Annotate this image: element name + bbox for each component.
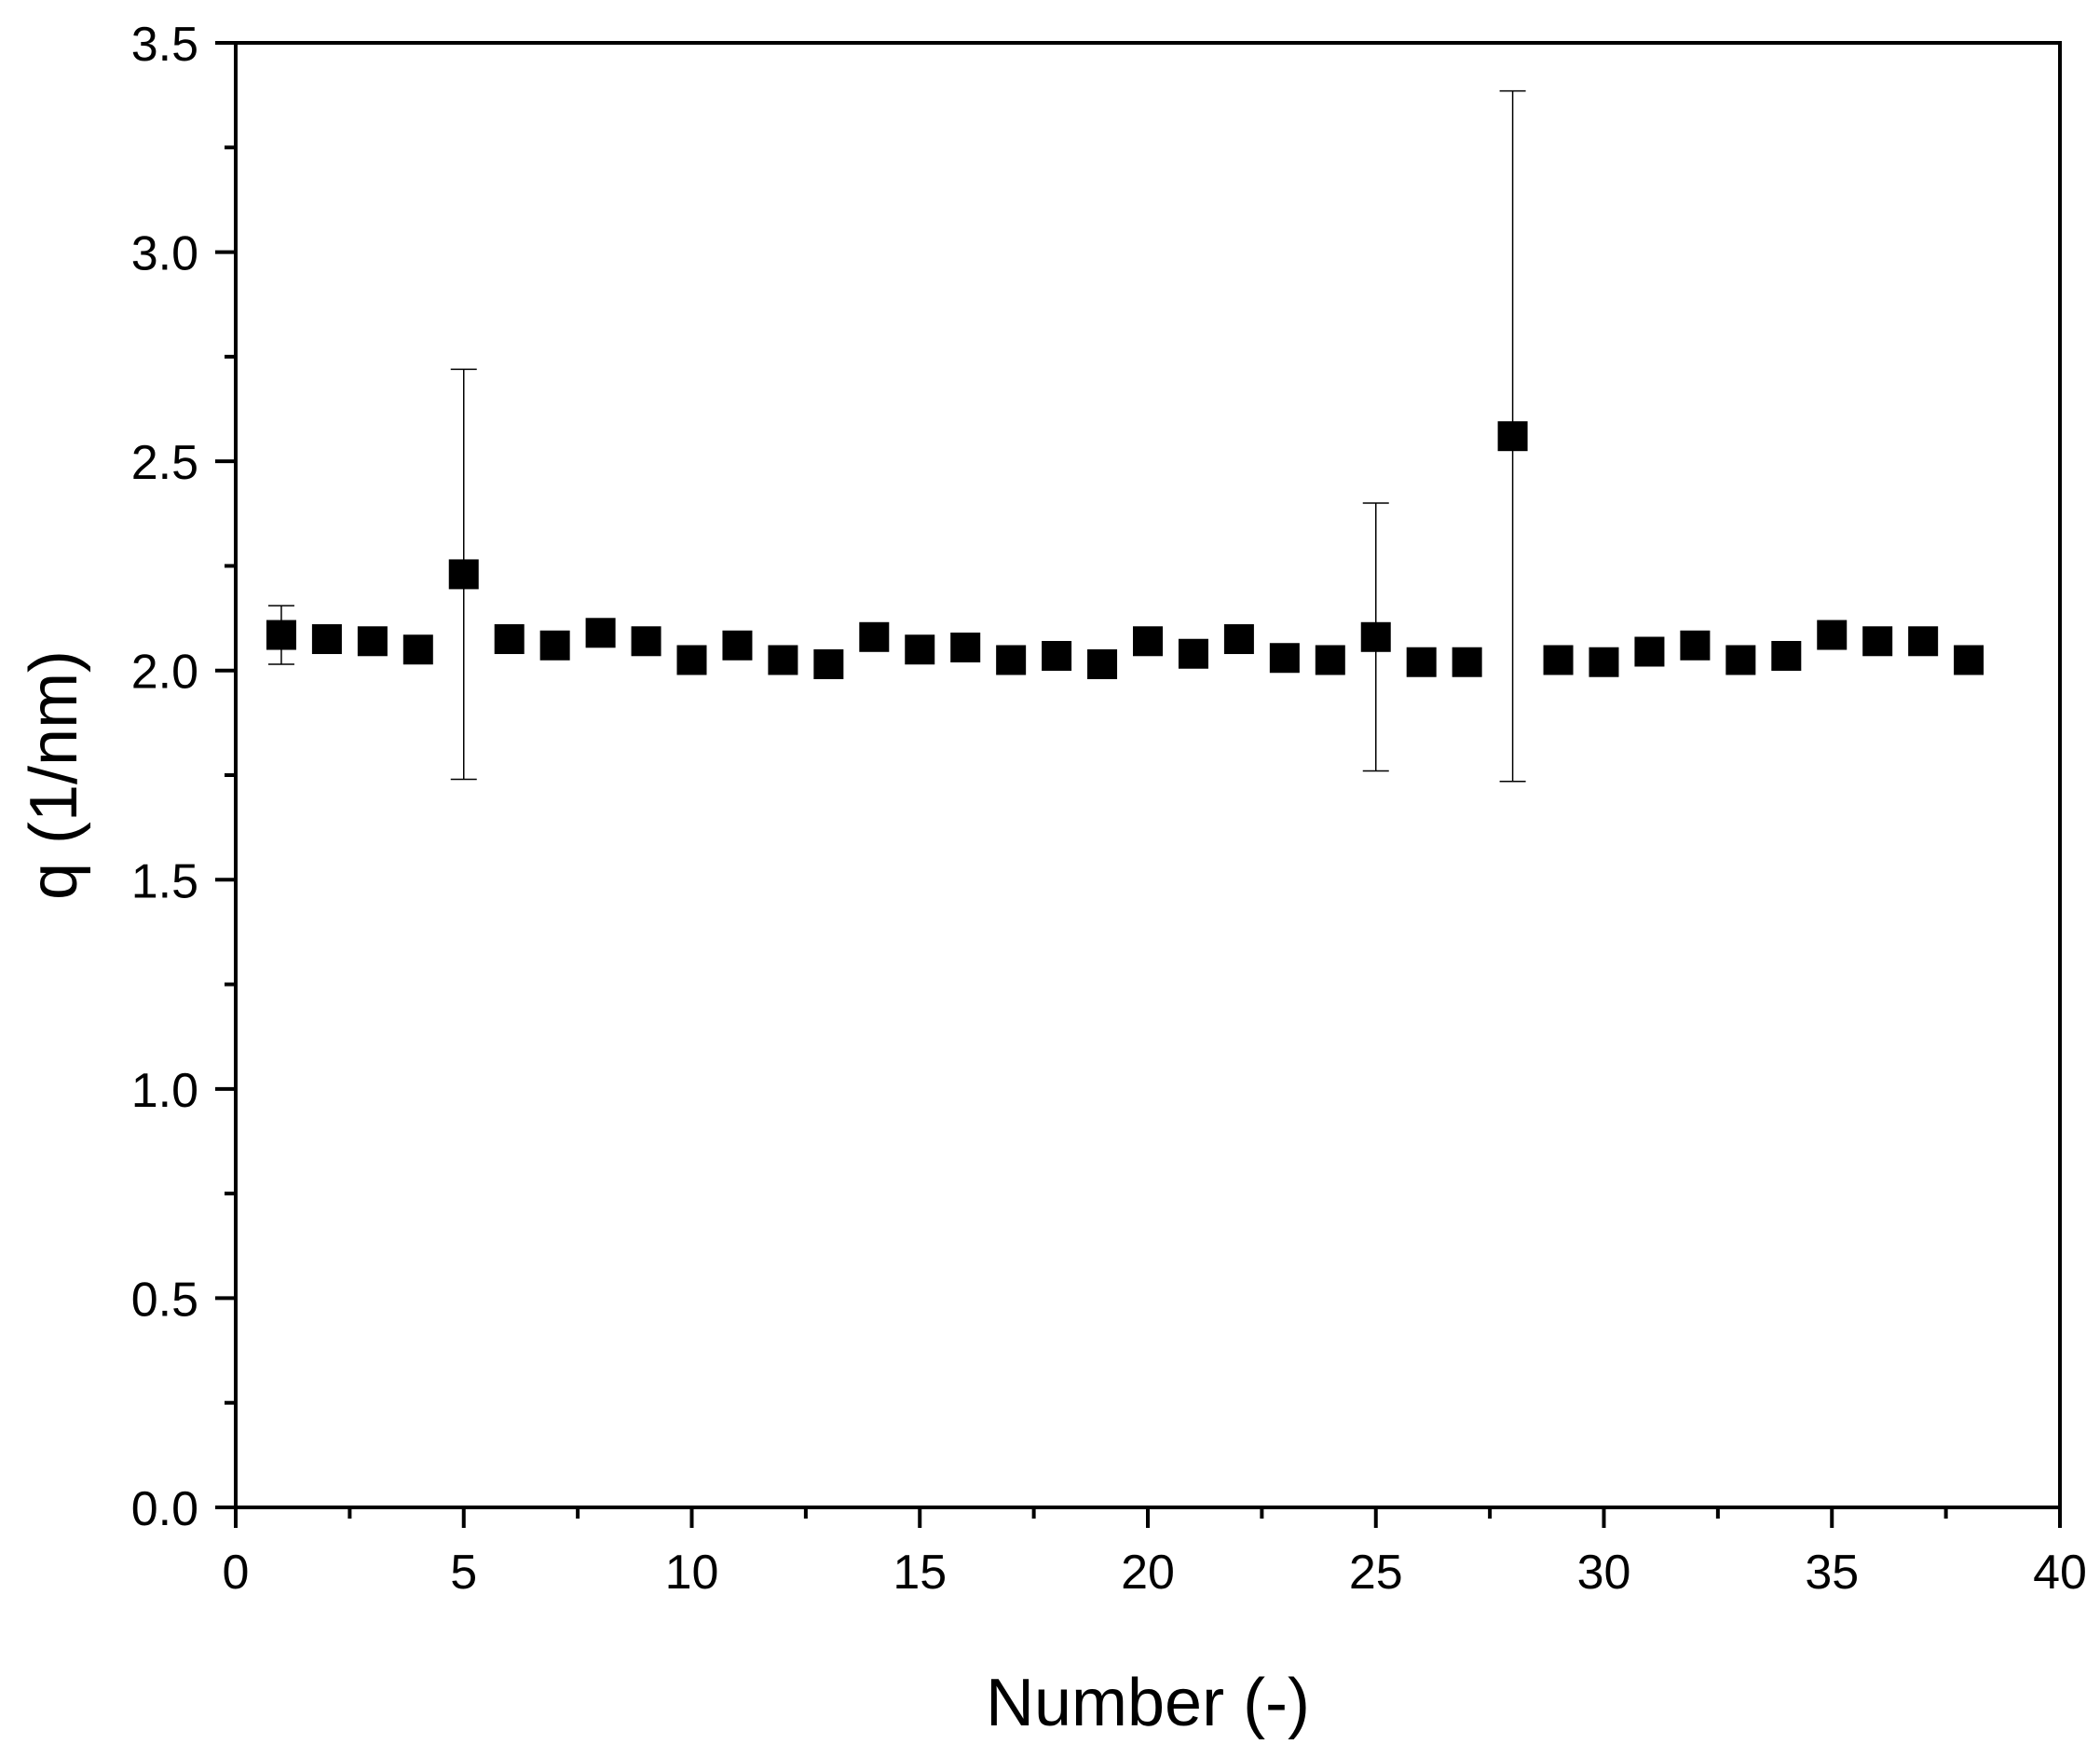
data-point: [813, 648, 844, 679]
data-point: [950, 633, 981, 663]
data-point: [585, 618, 616, 648]
y-tick-label: 0.5: [131, 1273, 198, 1327]
data-point: [905, 634, 935, 665]
data-point: [1634, 636, 1665, 667]
data-point: [448, 559, 479, 590]
y-tick-label: 0.0: [131, 1482, 198, 1536]
x-tick-label: 5: [450, 1546, 477, 1600]
data-point: [539, 630, 570, 661]
data-point: [1178, 638, 1208, 669]
y-tick-label: 1.5: [131, 854, 198, 908]
axis-ticks: [215, 41, 2062, 1528]
data-point: [1771, 640, 1802, 671]
data-points: [266, 421, 1984, 679]
error-bars: [267, 89, 1526, 783]
y-tick-label: 1.0: [131, 1064, 198, 1118]
y-tick-label: 3.5: [131, 18, 198, 72]
data-point: [1497, 421, 1528, 452]
x-tick-label: 20: [1121, 1546, 1175, 1600]
data-point: [402, 634, 433, 665]
data-point: [494, 624, 525, 655]
data-point: [357, 626, 388, 657]
data-point: [1360, 621, 1391, 652]
data-point: [1589, 647, 1619, 677]
data-point: [676, 645, 707, 675]
data-point: [768, 645, 798, 675]
data-point: [1908, 626, 1939, 657]
data-point: [1269, 643, 1300, 674]
x-tick-label: 35: [1805, 1546, 1859, 1600]
data-point: [1087, 648, 1118, 679]
y-tick-label: 2.5: [131, 436, 198, 490]
data-point: [859, 621, 890, 652]
data-point: [1315, 645, 1345, 675]
y-axis-title: q (1/nm): [17, 650, 91, 900]
x-axis-title: Number (-): [986, 1666, 1310, 1740]
data-point: [266, 620, 296, 650]
y-tick-label: 3.0: [131, 227, 198, 281]
data-point: [631, 626, 661, 657]
data-point: [1954, 645, 1984, 675]
y-tick-label: 2.0: [131, 646, 198, 700]
tick-labels: 0 5 10 15 20 25 30 35 40 0.0 0.5 1.0 1.5 2.0 2.5 3.0 3.5: [131, 18, 2087, 1600]
data-point: [1406, 647, 1437, 677]
x-tick-label: 0: [223, 1546, 250, 1600]
x-tick-label: 10: [665, 1546, 719, 1600]
data-point: [1223, 624, 1254, 655]
plot-area-frame: [234, 41, 2062, 1509]
data-point: [1725, 645, 1756, 675]
data-point: [1862, 626, 1893, 657]
x-tick-label: 15: [893, 1546, 947, 1600]
x-tick-label: 30: [1577, 1546, 1631, 1600]
data-point: [996, 645, 1027, 675]
data-point: [1543, 645, 1574, 675]
data-point: [1680, 630, 1711, 661]
data-point: [1133, 626, 1163, 657]
x-tick-label: 25: [1349, 1546, 1403, 1600]
data-point: [1452, 647, 1482, 677]
data-point: [722, 630, 753, 661]
data-point: [311, 624, 342, 655]
data-point: [1817, 620, 1848, 650]
data-point: [1042, 640, 1072, 671]
x-tick-label: 40: [2033, 1546, 2087, 1600]
